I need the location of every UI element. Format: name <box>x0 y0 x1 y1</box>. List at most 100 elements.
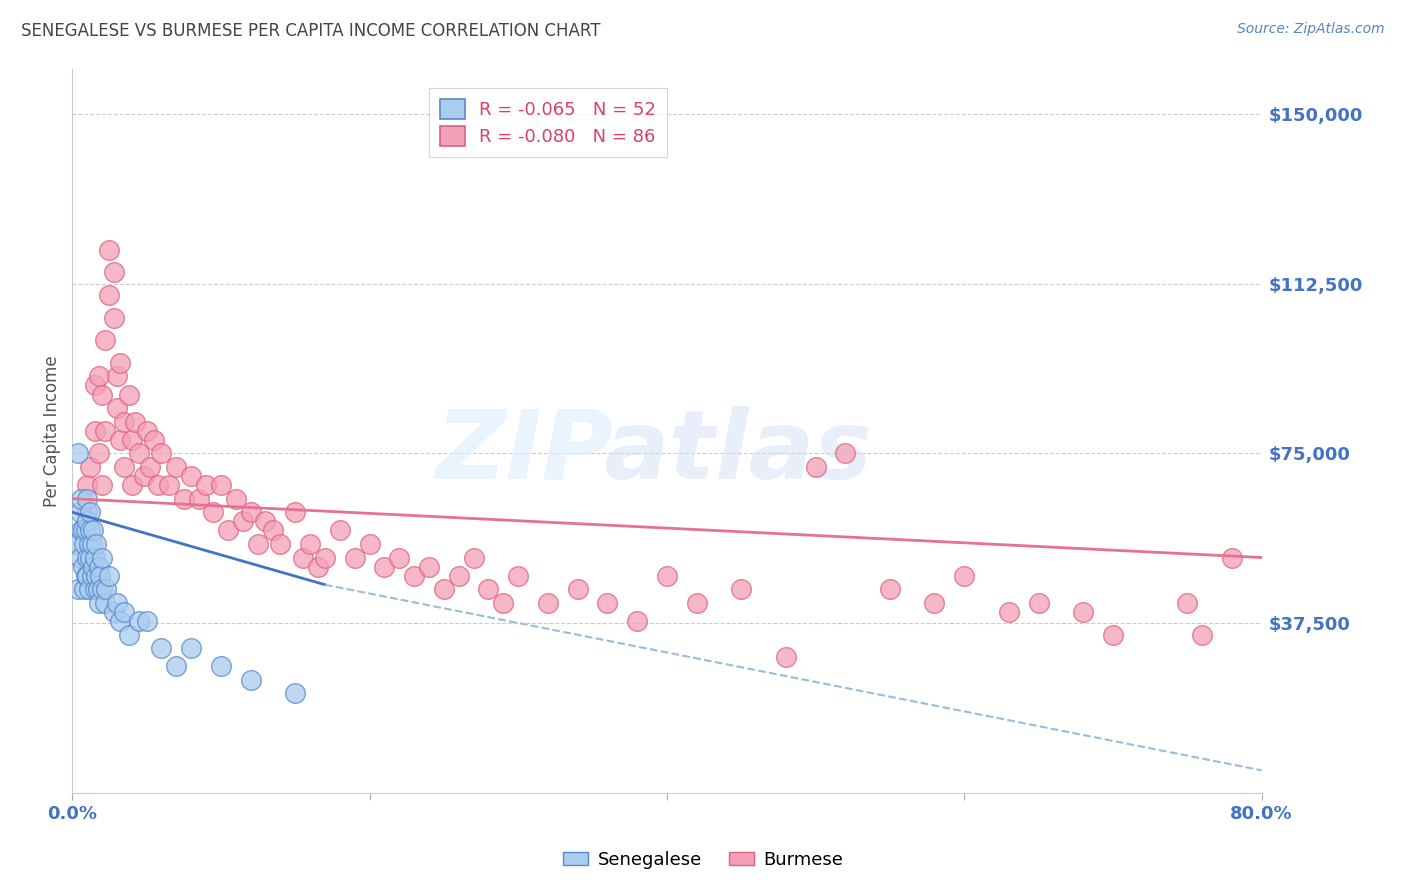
Point <box>118 387 141 401</box>
Point <box>87 559 110 574</box>
Point <box>76 550 98 565</box>
Point <box>76 505 98 519</box>
Point <box>388 550 411 565</box>
Point <box>596 596 619 610</box>
Point <box>284 505 307 519</box>
Point <box>124 415 146 429</box>
Point <box>150 641 173 656</box>
Point <box>225 491 247 506</box>
Point <box>433 582 456 597</box>
Point <box>195 478 218 492</box>
Point <box>83 582 105 597</box>
Point <box>108 433 131 447</box>
Point <box>105 596 128 610</box>
Point <box>98 568 121 582</box>
Point <box>492 596 515 610</box>
Point <box>84 537 107 551</box>
Point <box>73 582 96 597</box>
Point <box>953 568 976 582</box>
Point <box>1028 596 1050 610</box>
Point <box>112 460 135 475</box>
Text: atlas: atlas <box>603 406 873 499</box>
Point <box>118 627 141 641</box>
Point <box>79 550 101 565</box>
Point <box>775 650 797 665</box>
Point <box>165 460 187 475</box>
Point <box>1175 596 1198 610</box>
Point <box>730 582 752 597</box>
Point <box>103 605 125 619</box>
Point <box>73 537 96 551</box>
Point <box>138 460 160 475</box>
Point <box>83 424 105 438</box>
Point <box>477 582 499 597</box>
Point <box>67 582 90 597</box>
Point <box>79 524 101 538</box>
Point <box>94 596 117 610</box>
Point <box>202 505 225 519</box>
Point <box>89 568 111 582</box>
Point <box>187 491 209 506</box>
Point <box>96 582 118 597</box>
Point <box>91 387 114 401</box>
Point <box>1102 627 1125 641</box>
Legend: R = -0.065   N = 52, R = -0.080   N = 86: R = -0.065 N = 52, R = -0.080 N = 86 <box>429 88 666 157</box>
Point <box>87 446 110 460</box>
Point <box>82 524 104 538</box>
Point <box>105 369 128 384</box>
Point <box>84 568 107 582</box>
Point <box>343 550 366 565</box>
Point <box>463 550 485 565</box>
Point <box>77 582 100 597</box>
Point <box>1191 627 1213 641</box>
Point <box>66 537 89 551</box>
Point <box>69 550 91 565</box>
Point <box>80 537 103 551</box>
Point <box>75 524 97 538</box>
Point <box>112 605 135 619</box>
Point <box>217 524 239 538</box>
Point <box>685 596 707 610</box>
Point <box>91 550 114 565</box>
Text: ZIP: ZIP <box>436 406 613 499</box>
Point <box>173 491 195 506</box>
Point <box>359 537 381 551</box>
Point <box>1071 605 1094 619</box>
Point <box>72 559 94 574</box>
Point <box>508 568 530 582</box>
Point <box>82 559 104 574</box>
Point <box>135 424 157 438</box>
Point <box>209 659 232 673</box>
Point <box>329 524 352 538</box>
Point <box>209 478 232 492</box>
Point <box>626 614 648 628</box>
Point <box>91 582 114 597</box>
Point <box>105 401 128 416</box>
Point <box>83 550 105 565</box>
Point <box>537 596 560 610</box>
Point <box>80 568 103 582</box>
Point <box>69 505 91 519</box>
Text: Source: ZipAtlas.com: Source: ZipAtlas.com <box>1237 22 1385 37</box>
Point <box>232 514 254 528</box>
Point <box>132 469 155 483</box>
Y-axis label: Per Capita Income: Per Capita Income <box>44 355 60 507</box>
Legend: Senegalese, Burmese: Senegalese, Burmese <box>555 844 851 876</box>
Point <box>373 559 395 574</box>
Point <box>418 559 440 574</box>
Text: SENEGALESE VS BURMESE PER CAPITA INCOME CORRELATION CHART: SENEGALESE VS BURMESE PER CAPITA INCOME … <box>21 22 600 40</box>
Point <box>143 433 166 447</box>
Point <box>834 446 856 460</box>
Point <box>239 673 262 687</box>
Point <box>76 514 98 528</box>
Point <box>70 491 93 506</box>
Point <box>567 582 589 597</box>
Point <box>128 446 150 460</box>
Point <box>103 310 125 325</box>
Point <box>165 659 187 673</box>
Point <box>72 524 94 538</box>
Point <box>447 568 470 582</box>
Point <box>98 288 121 302</box>
Point <box>1220 550 1243 565</box>
Point <box>299 537 322 551</box>
